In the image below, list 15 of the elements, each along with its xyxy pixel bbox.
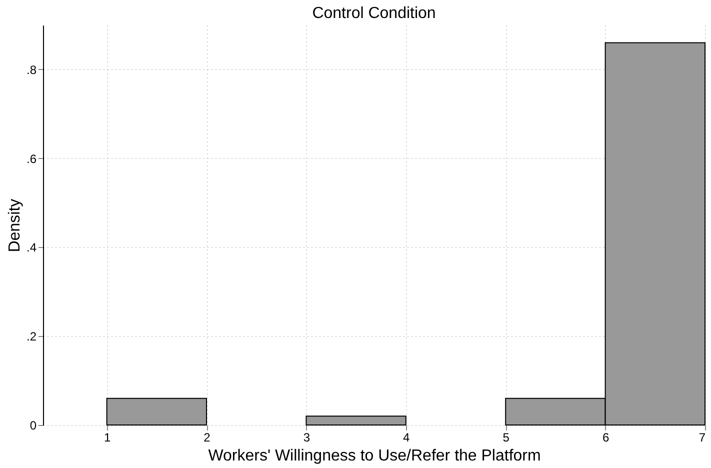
x-tick-label: 4 — [403, 430, 410, 444]
x-tick-label: 1 — [104, 430, 111, 444]
x-tick-label: 3 — [303, 430, 310, 444]
x-tick-label: 5 — [502, 430, 510, 444]
chart-title: Control Condition — [312, 5, 436, 22]
y-tick-label: .2 — [26, 330, 37, 344]
y-tick-label: 0 — [30, 418, 37, 432]
x-axis-title: Workers' Willingness to Use/Refer the Platform — [208, 448, 541, 464]
y-tick-label: .4 — [26, 240, 37, 255]
y-axis-title: Density — [6, 198, 24, 252]
y-tick-label: .6 — [26, 152, 37, 166]
x-tick-label: 7 — [698, 430, 706, 444]
x-tick-label: 6 — [602, 430, 610, 444]
x-tick-label: 2 — [204, 430, 211, 444]
y-tick-label: .8 — [26, 62, 37, 77]
